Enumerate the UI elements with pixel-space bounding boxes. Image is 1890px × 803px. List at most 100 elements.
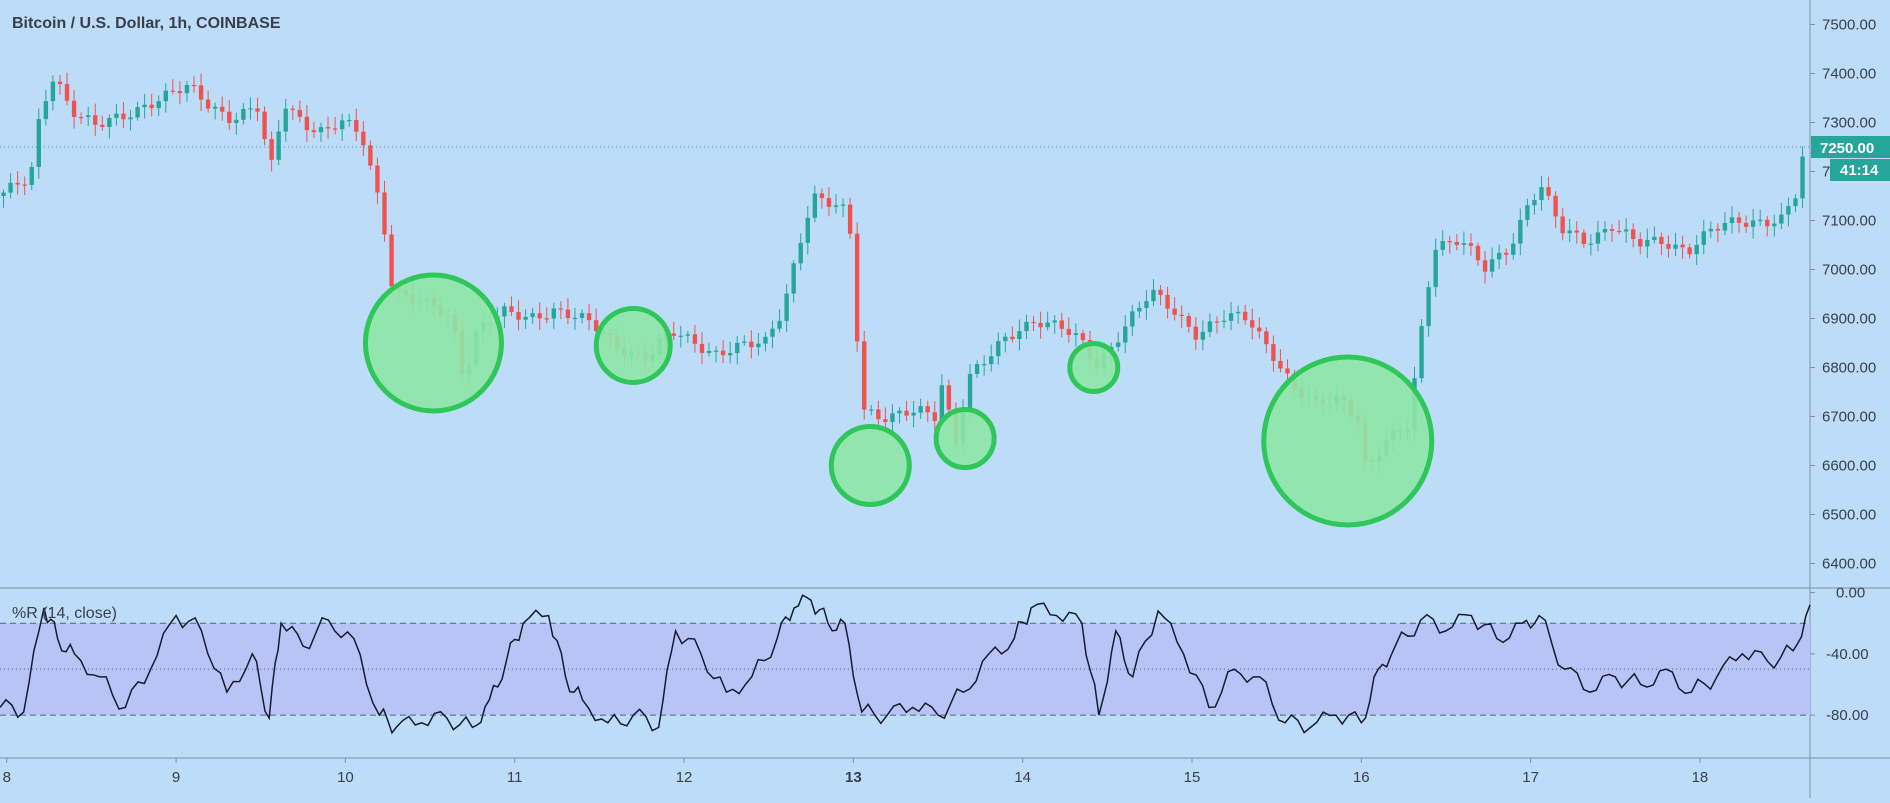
- candle: [177, 91, 183, 94]
- candle: [29, 166, 34, 185]
- candle: [735, 342, 740, 354]
- candle: [1080, 333, 1086, 341]
- y-tick-label: 6700.00: [1822, 409, 1876, 426]
- highlight-circles: [362, 272, 1435, 528]
- candle: [897, 410, 902, 414]
- highlight-circle: [593, 305, 673, 385]
- candle: [1073, 333, 1079, 335]
- candle: [1151, 289, 1156, 302]
- candle: [163, 90, 168, 102]
- candle: [1602, 229, 1608, 233]
- candle: [1581, 232, 1587, 244]
- candle: [713, 350, 719, 352]
- x-tick-label: 12: [676, 769, 693, 786]
- candle: [135, 107, 140, 118]
- williams-r-line: [0, 594, 1811, 735]
- x-tick-label: 14: [1014, 769, 1031, 786]
- candle: [756, 343, 761, 348]
- candle: [128, 117, 133, 120]
- candle: [544, 318, 549, 320]
- candle: [71, 100, 77, 117]
- candle: [1511, 243, 1516, 255]
- candle: [1, 192, 6, 196]
- candle: [1638, 239, 1643, 247]
- candle: [198, 85, 204, 100]
- highlight-circle: [1067, 341, 1121, 394]
- candle: [1708, 228, 1714, 232]
- last-price-tag: [1811, 136, 1890, 158]
- x-tick-label: 9: [172, 769, 180, 786]
- candle: [114, 113, 119, 118]
- candle: [1433, 249, 1438, 288]
- candle: [85, 115, 91, 118]
- candle: [925, 406, 930, 413]
- candle: [1616, 230, 1622, 233]
- candle: [15, 182, 20, 185]
- candle: [1496, 252, 1502, 260]
- candle: [304, 116, 310, 131]
- candle: [784, 293, 789, 321]
- candle: [262, 111, 267, 140]
- candle: [1567, 230, 1572, 234]
- candle: [1250, 320, 1255, 328]
- candle: [1165, 294, 1170, 309]
- y-tick-label: 6800.00: [1822, 360, 1876, 377]
- highlight-circle: [828, 424, 912, 507]
- candle: [1595, 232, 1601, 244]
- candle: [1525, 205, 1530, 220]
- candle: [8, 182, 13, 193]
- candle: [191, 84, 197, 87]
- candle: [241, 108, 246, 120]
- candle: [1758, 219, 1763, 221]
- candle: [1468, 243, 1474, 246]
- candle: [1743, 222, 1749, 227]
- candle: [1200, 331, 1206, 340]
- candle: [1546, 187, 1551, 196]
- candle: [64, 84, 70, 101]
- candle: [904, 410, 909, 416]
- candle: [1609, 229, 1615, 231]
- candle: [121, 113, 126, 120]
- candle: [1574, 230, 1579, 233]
- candle: [36, 119, 41, 167]
- candle: [1242, 311, 1248, 321]
- candle: [516, 311, 521, 320]
- candle: [1475, 245, 1481, 261]
- candle: [100, 124, 105, 127]
- candle: [1539, 187, 1544, 201]
- candle: [1779, 214, 1784, 224]
- candle: [1214, 321, 1220, 323]
- candle: [361, 131, 366, 146]
- candle: [1553, 195, 1558, 217]
- candle: [812, 193, 818, 218]
- candle: [579, 313, 585, 318]
- candle: [1722, 223, 1728, 231]
- candle: [1588, 243, 1594, 245]
- candle: [1045, 322, 1050, 328]
- candle: [347, 120, 352, 122]
- candle: [1052, 320, 1057, 323]
- x-tick-label: 10: [337, 769, 354, 786]
- candle: [1489, 259, 1495, 272]
- candle: [1059, 320, 1064, 329]
- y-tick-label: 7400.00: [1822, 66, 1876, 83]
- candle: [671, 333, 676, 336]
- chart-title: Bitcoin / U.S. Dollar, 1h, COINBASE: [12, 15, 281, 32]
- candle: [1123, 326, 1128, 343]
- candle: [1461, 243, 1467, 245]
- candle: [742, 341, 747, 343]
- candle: [1285, 368, 1290, 374]
- candle: [220, 106, 225, 112]
- candle: [699, 343, 705, 353]
- candle: [1482, 260, 1488, 272]
- candle: [283, 108, 288, 132]
- candle: [678, 335, 683, 337]
- candle: [1652, 236, 1657, 240]
- candle: [685, 334, 691, 336]
- candle: [184, 84, 190, 94]
- candle: [234, 119, 239, 124]
- candle: [1454, 241, 1460, 245]
- candle: [1631, 229, 1636, 240]
- candle: [819, 193, 825, 199]
